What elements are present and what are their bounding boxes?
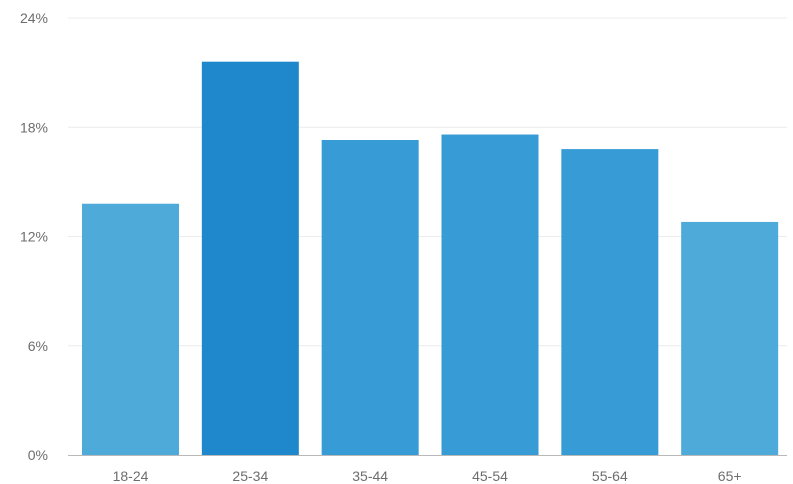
y-tick-label: 18% [20, 119, 48, 135]
x-tick-label: 65+ [718, 468, 742, 484]
x-tick-label: 45-54 [472, 468, 508, 484]
bar-layer [82, 61, 779, 456]
bar-55-64 [561, 149, 659, 455]
y-tick-label: 0% [28, 447, 48, 463]
y-tick-label: 12% [20, 229, 48, 245]
x-tick-label: 18-24 [113, 468, 149, 484]
x-tick-label: 35-44 [352, 468, 388, 484]
bar-45-54 [441, 134, 539, 456]
bar-18-24 [82, 203, 179, 455]
grid-layer [68, 17, 787, 347]
bar-65plus [681, 221, 779, 455]
bar-25-34 [201, 61, 299, 455]
x-tick-label: 55-64 [592, 468, 628, 484]
y-tick-label: 6% [28, 338, 48, 354]
bar-35-44 [321, 139, 419, 455]
y-tick-label: 24% [20, 10, 48, 26]
x-tick-label: 25-34 [232, 468, 268, 484]
axis-layer: 0% 6% 12% 18% 24% 18-24 25-34 35-44 45-54 55-64 65… [20, 10, 787, 484]
